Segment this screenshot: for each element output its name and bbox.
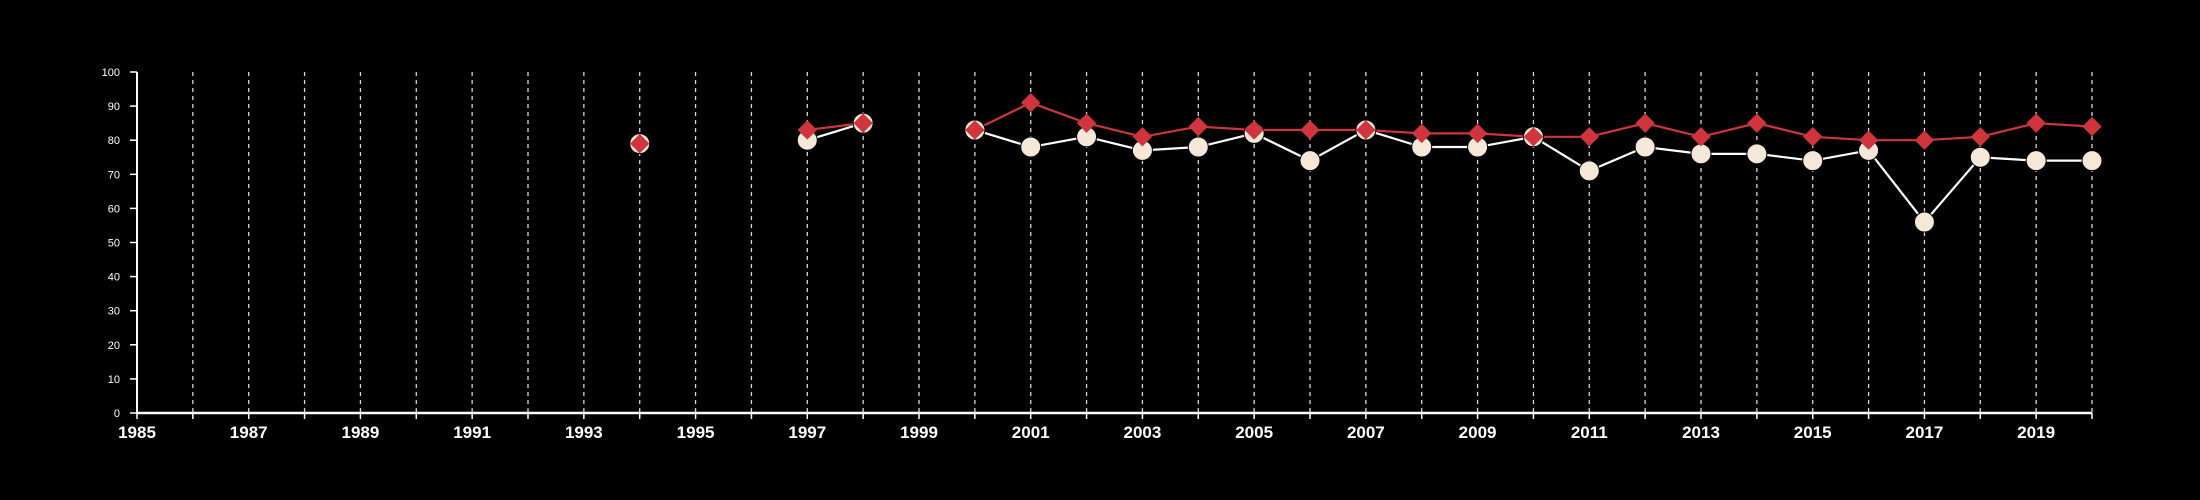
series-2-point-2005 [1244, 120, 1264, 140]
series-markers [629, 92, 2103, 233]
y-tick-label: 70 [108, 169, 120, 181]
series-2-point-2002 [1076, 113, 1097, 133]
x-tick-label: 2007 [1347, 423, 1385, 442]
series-1-point-2020 [2081, 150, 2103, 172]
y-tick-label: 100 [102, 67, 120, 79]
series-2-point-2010 [1523, 127, 1544, 147]
x-tick-label: 2009 [1459, 423, 1497, 442]
series-2-point-2019 [2026, 113, 2046, 133]
y-tick-label: 30 [108, 306, 120, 318]
x-tick-label: 1997 [788, 423, 826, 442]
y-tick-label: 10 [108, 374, 120, 386]
series-2-point-2000 [965, 120, 985, 140]
x-tick-label: 1995 [677, 423, 715, 442]
y-tick-label: 20 [108, 340, 120, 352]
series-1-point-2004 [1187, 136, 1209, 158]
series-1-point-2017 [1913, 211, 1935, 233]
x-tick-label: 1987 [230, 423, 268, 442]
y-tick-label: 50 [108, 238, 120, 250]
y-axis-ticks: 0 10 20 30 40 50 60 70 80 90 100 [102, 67, 137, 420]
x-tick-label: 1999 [900, 423, 938, 442]
series-1-point-2011 [1578, 160, 1600, 182]
y-tick-label: 90 [108, 101, 120, 113]
series-2-point-1994 [630, 133, 650, 154]
series-1-point-2019 [2025, 150, 2047, 172]
series-1-point-2018 [1969, 146, 1991, 168]
series-2-point-2017 [1914, 130, 1935, 150]
series-2-point-2018 [1970, 127, 1990, 147]
series-2-point-1997 [797, 120, 817, 140]
series-2-point-2020 [2082, 116, 2102, 137]
y-tick-label: 60 [108, 203, 120, 215]
series-2-point-2013 [1691, 127, 1711, 147]
y-tick-label: 40 [108, 272, 120, 284]
series-2-point-2004 [1188, 116, 1208, 137]
series-2-point-2007 [1356, 120, 1376, 140]
series-2-point-1998 [853, 113, 873, 133]
x-tick-label: 2019 [2017, 423, 2055, 442]
x-tick-label: 2005 [1235, 423, 1273, 442]
x-tick-label: 2003 [1124, 423, 1162, 442]
series-1-point-2006 [1299, 150, 1321, 172]
series-1-point-2001 [1020, 136, 1042, 158]
y-tick-label: 80 [108, 135, 120, 147]
x-tick-label: 2013 [1682, 423, 1720, 442]
series-1-point-2015 [1802, 150, 1824, 172]
series-2-point-2003 [1132, 127, 1153, 147]
series-2-point-2015 [1803, 127, 1823, 147]
x-axis-ticks: 1985 1987 1989 1991 1993 1995 1997 1999 2001 2003… [118, 413, 2093, 442]
x-tick-label: 1985 [118, 423, 156, 442]
series-2-point-2008 [1412, 123, 1432, 144]
series-2-point-2011 [1579, 127, 1599, 147]
series-2-point-2012 [1635, 113, 1655, 133]
x-tick-label: 2001 [1012, 423, 1050, 442]
y-tick-label: 0 [114, 408, 120, 420]
x-tick-label: 1991 [453, 423, 491, 442]
series-1-point-2014 [1746, 143, 1768, 165]
series-2-point-2016 [1858, 130, 1879, 150]
x-tick-label: 1989 [342, 423, 380, 442]
x-tick-label: 2017 [1906, 423, 1944, 442]
x-tick-label: 1993 [565, 423, 603, 442]
series-2-point-2009 [1467, 123, 1488, 144]
series-1-point-2012 [1634, 136, 1656, 158]
series-2-point-2001 [1021, 92, 1041, 113]
x-tick-label: 2015 [1794, 423, 1832, 442]
series-2-point-2006 [1300, 120, 1320, 140]
series-2-point-2014 [1747, 113, 1767, 133]
x-tick-label: 2011 [1571, 423, 1608, 442]
series-1-point-2013 [1690, 143, 1712, 165]
